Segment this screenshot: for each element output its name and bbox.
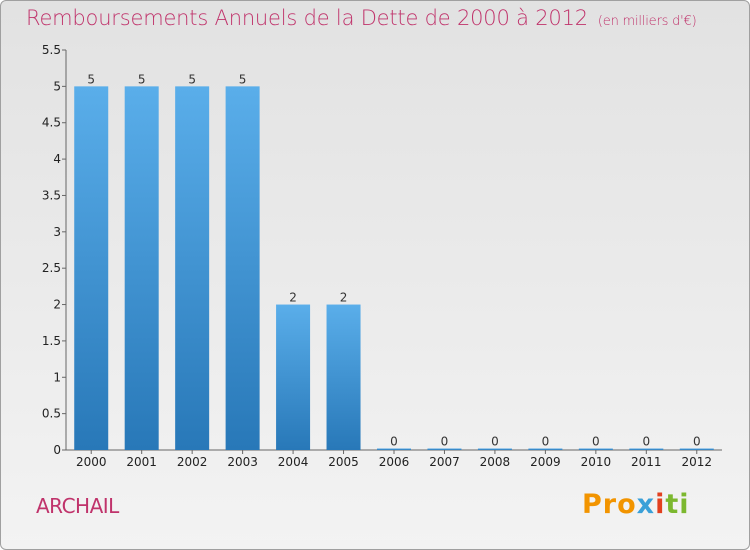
x-tick-label: 2011 [631, 455, 662, 469]
logo-part-1: Pro [582, 489, 637, 520]
x-tick-label: 2000 [76, 455, 107, 469]
y-tick-label: 5 [53, 79, 61, 93]
y-tick-label: 0 [53, 443, 61, 457]
bar-value-label: 5 [138, 72, 146, 86]
x-tick-label: 2012 [681, 455, 712, 469]
bar [377, 448, 411, 450]
chart-title: Remboursements Annuels de la Dette de 20… [26, 6, 697, 30]
chart-subtitle: (en milliers d'€) [597, 14, 697, 29]
bar [175, 86, 210, 450]
bar-value-label: 0 [542, 435, 550, 449]
x-tick-label: 2007 [429, 455, 460, 469]
bar-value-label: 5 [87, 72, 95, 86]
bar-value-label: 5 [188, 72, 196, 86]
bar-value-label: 2 [340, 291, 348, 305]
x-tick-label: 2001 [126, 455, 157, 469]
y-tick-label: 5.5 [42, 43, 61, 57]
bar-value-label: 0 [642, 435, 650, 449]
bar [578, 448, 613, 450]
bar [74, 86, 109, 450]
place-name: ARCHAIL [36, 494, 119, 518]
y-tick-label: 3.5 [42, 188, 61, 202]
bar [679, 448, 714, 450]
bar-value-label: 0 [693, 435, 701, 449]
bar [427, 448, 462, 450]
y-tick-label: 4.5 [42, 116, 61, 130]
y-tick-label: 3 [53, 225, 61, 239]
bar-value-label: 0 [592, 435, 600, 449]
logo-part-4: ti [665, 489, 690, 520]
logo-part-3: i [655, 489, 666, 520]
y-tick-label: 2.5 [42, 261, 61, 275]
bar [629, 448, 664, 450]
bar [124, 86, 159, 450]
bar-value-label: 2 [289, 291, 297, 305]
x-tick-label: 2004 [278, 455, 309, 469]
y-tick-label: 2 [53, 298, 61, 312]
bar [276, 304, 311, 450]
x-tick-label: 2003 [227, 455, 258, 469]
y-tick-label: 0.5 [42, 407, 61, 421]
chart-title-text: Remboursements Annuels de la Dette de 20… [26, 6, 588, 30]
x-tick-label: 2009 [530, 455, 561, 469]
bar-value-label: 0 [441, 435, 449, 449]
proxiti-logo: Proxiti [582, 489, 690, 520]
bar-value-label: 0 [491, 435, 499, 449]
x-tick-label: 2010 [581, 455, 612, 469]
logo-part-2: x [636, 489, 656, 520]
x-tick-label: 2002 [177, 455, 208, 469]
y-tick-label: 1.5 [42, 334, 61, 348]
x-tick-label: 2008 [480, 455, 511, 469]
y-tick-label: 4 [53, 152, 61, 166]
bar-value-label: 0 [390, 435, 398, 449]
bar [326, 304, 361, 450]
bar-value-label: 5 [239, 72, 247, 86]
x-tick-label: 2005 [328, 455, 359, 469]
bar [225, 86, 260, 450]
y-tick-label: 1 [53, 370, 61, 384]
x-tick-label: 2006 [379, 455, 410, 469]
bar [477, 448, 512, 450]
bar [528, 448, 563, 450]
